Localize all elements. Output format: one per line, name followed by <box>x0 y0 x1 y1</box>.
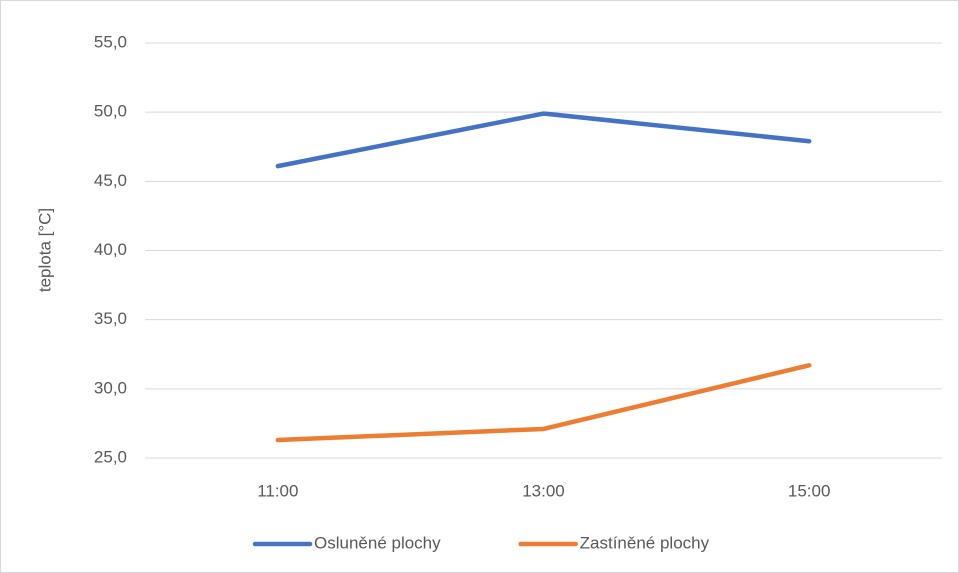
series-line <box>275 111 812 169</box>
x-tick-label: 11:00 <box>257 481 298 500</box>
y-tick-label: 50,0 <box>94 102 127 121</box>
x-tick-label: 15:00 <box>788 481 831 500</box>
y-tick-label: 55,0 <box>94 32 127 51</box>
y-tick-label: 40,0 <box>94 240 127 259</box>
legend-label: Zastíněné plochy <box>580 533 710 552</box>
y-tick-label: 25,0 <box>94 447 127 466</box>
y-tick-label: 45,0 <box>94 171 127 190</box>
legend-label: Osluněné plochy <box>314 533 441 552</box>
y-tick-label: 35,0 <box>94 309 127 328</box>
x-tick-label: 13:00 <box>522 481 565 500</box>
y-tick-label: 30,0 <box>94 378 127 397</box>
series-line <box>275 363 812 443</box>
y-axis-title: teplota [°C] <box>35 208 54 292</box>
